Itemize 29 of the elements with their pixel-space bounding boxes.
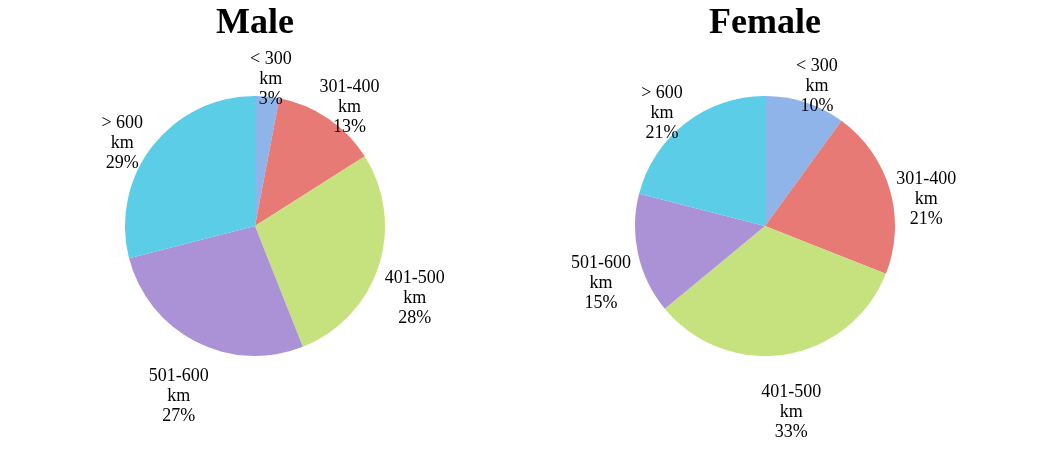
data-label: 21% bbox=[909, 208, 943, 229]
slice-label: 501-600 km bbox=[148, 364, 209, 405]
data-label: 15% bbox=[584, 291, 618, 312]
pie-slice bbox=[639, 96, 765, 226]
slice-label: > 600 km bbox=[641, 82, 683, 123]
slice-label: 301-400 km bbox=[319, 76, 380, 117]
data-label: 10% bbox=[800, 95, 834, 116]
data-label: 28% bbox=[398, 306, 432, 327]
slice-label: < 300 km bbox=[249, 47, 292, 88]
pie-slice bbox=[765, 96, 842, 226]
pie-slice bbox=[635, 193, 765, 309]
slice-label: < 300 km bbox=[796, 55, 838, 96]
data-label: 27% bbox=[162, 404, 196, 425]
chart-title: Female bbox=[709, 1, 821, 41]
pie-slice bbox=[129, 226, 303, 356]
data-label: 13% bbox=[332, 116, 366, 137]
pie-slice bbox=[765, 120, 895, 274]
chart-title: Male bbox=[216, 1, 294, 41]
slice-label: 301-400 km bbox=[896, 168, 957, 209]
slice-label: 401-500 km bbox=[761, 380, 822, 421]
data-label: 3% bbox=[258, 87, 283, 108]
data-label: 33% bbox=[774, 420, 808, 441]
data-label: 21% bbox=[645, 122, 679, 143]
pie-slice bbox=[255, 156, 385, 347]
slice-label: 401-500 km bbox=[384, 266, 445, 307]
slice-label: 501-600 km bbox=[571, 251, 632, 292]
slice-label: > 600 km bbox=[101, 112, 144, 153]
data-label: 29% bbox=[105, 152, 139, 173]
pie-slice bbox=[664, 226, 886, 356]
